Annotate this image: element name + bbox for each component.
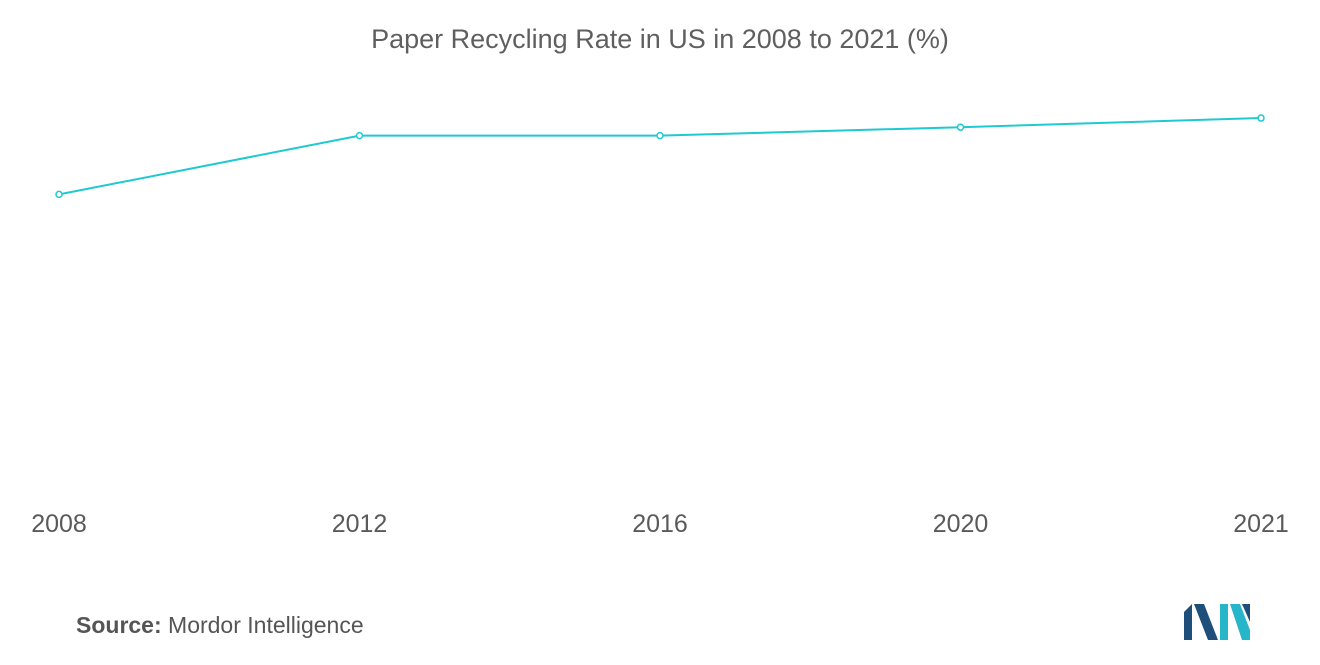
mordor-intelligence-logo-icon [1184,604,1250,640]
data-point-2020 [956,123,965,131]
x-tick-label: 2021 [1233,510,1289,538]
x-tick-label: 2020 [933,510,989,538]
data-point-2016 [656,131,664,140]
source-label: Source: [76,612,162,638]
x-axis-ticks: 2008 2012 2016 2020 2021 [31,510,1289,538]
data-point-2021 [1257,114,1265,122]
series-line [58,117,1262,196]
x-tick-label: 2016 [632,510,688,538]
points-layer [55,114,1265,199]
line-layer [58,117,1262,196]
data-point-2012 [355,131,364,140]
chart-title: Paper Recycling Rate in US in 2008 to 20… [371,24,949,54]
data-point-2008 [55,190,63,199]
x-tick-label: 2008 [31,510,87,538]
source-value: Mordor Intelligence [168,612,364,638]
source-note: Source: Mordor Intelligence [76,612,364,639]
x-tick-label: 2012 [332,510,388,538]
